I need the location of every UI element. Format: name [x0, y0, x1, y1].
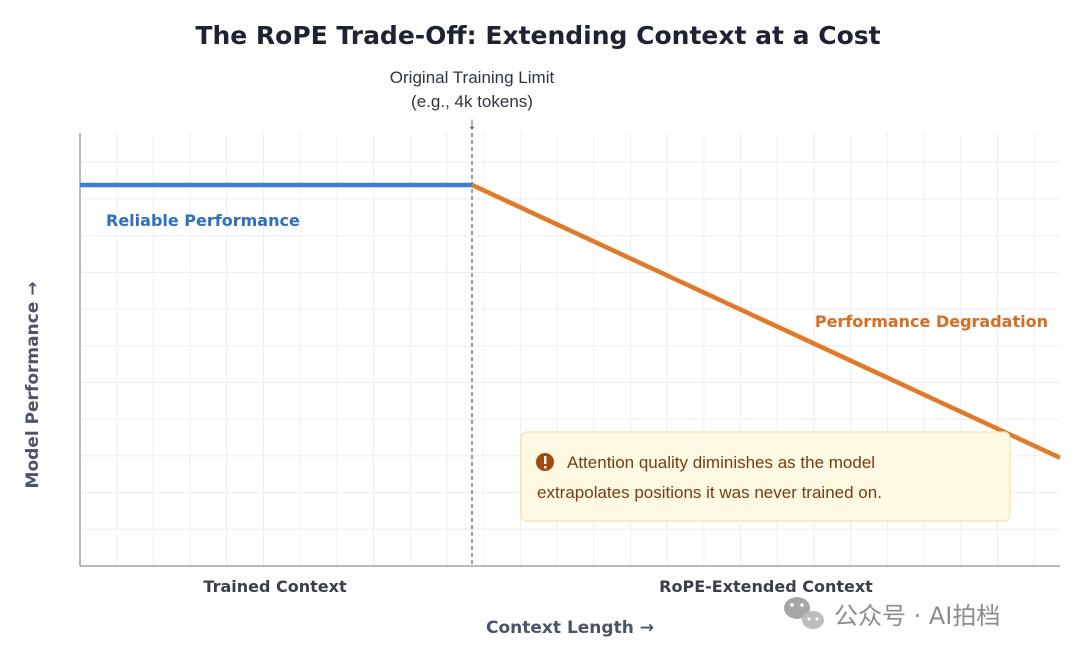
- training-limit-label-line2: (e.g., 4k tokens): [411, 92, 533, 111]
- x-axis-title: Context Length →: [486, 618, 654, 638]
- wechat-icon: [784, 597, 824, 629]
- annotation-line2: extrapolates positions it was never trai…: [537, 483, 882, 502]
- annotation-box: Attention quality diminishes as the mode…: [520, 431, 1011, 522]
- region-label-extended: RoPE-Extended Context: [659, 577, 873, 596]
- chart-title: The RoPE Trade-Off: Extending Context at…: [195, 21, 880, 50]
- series-label-reliable: Reliable Performance: [106, 211, 300, 230]
- exclamation-circle-icon: [536, 453, 554, 471]
- training-limit-label-line1: Original Training Limit: [390, 68, 555, 87]
- training-limit-arrow: ↓: [468, 114, 477, 133]
- series-label-degradation: Performance Degradation: [815, 312, 1048, 331]
- watermark-text: 公众号 · AI拍档: [834, 602, 1000, 630]
- y-axis-title: Model Performance →: [23, 282, 43, 489]
- annotation-background: [520, 431, 1011, 522]
- region-label-trained: Trained Context: [203, 577, 347, 596]
- series-layer: [80, 182, 1061, 460]
- series-line-degradation: [471, 182, 1061, 460]
- annotation-line1: Attention quality diminishes as the mode…: [567, 453, 875, 472]
- watermark: 公众号 · AI拍档: [784, 597, 1000, 630]
